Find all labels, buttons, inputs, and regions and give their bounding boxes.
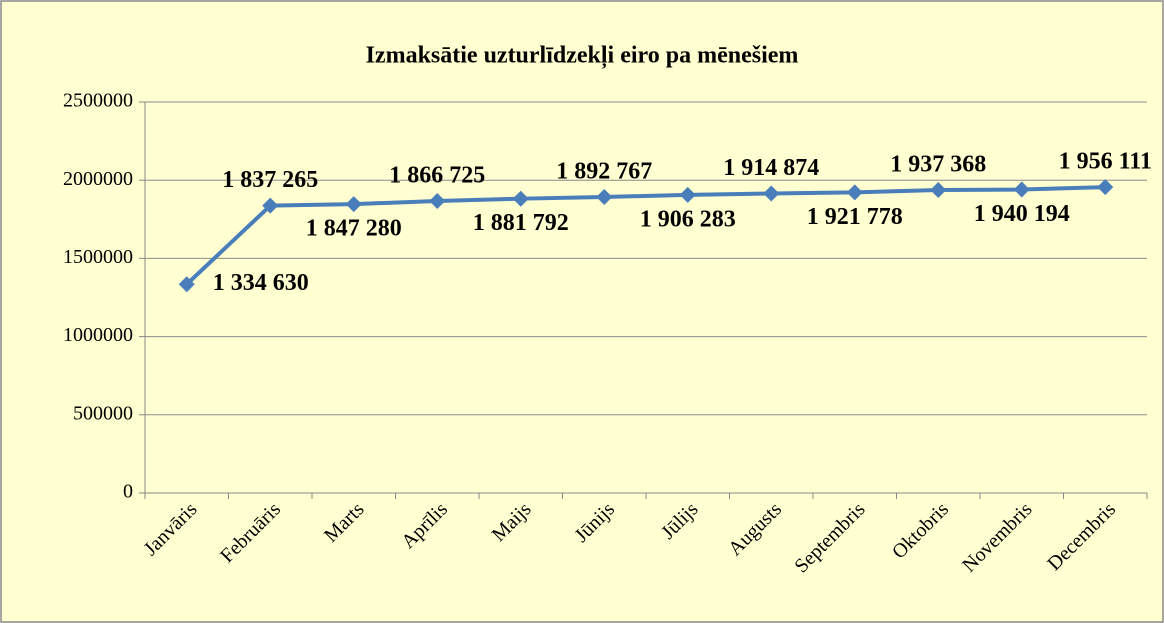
data-label: 1 847 280 — [306, 216, 402, 242]
y-tick-label: 1000000 — [63, 324, 133, 346]
marker — [596, 188, 613, 205]
marker — [679, 186, 696, 203]
marker — [1013, 181, 1030, 198]
marker — [1097, 179, 1114, 196]
data-label: 1 921 778 — [807, 204, 903, 230]
marker — [846, 184, 863, 201]
data-label: 1 334 630 — [213, 270, 309, 296]
marker — [262, 197, 279, 214]
marker — [178, 276, 195, 293]
data-label: 1 937 368 — [890, 151, 986, 177]
data-label: 1 837 265 — [222, 167, 318, 193]
data-label: 1 892 767 — [556, 158, 652, 184]
marker — [345, 196, 362, 213]
y-tick-label: 2000000 — [63, 168, 133, 190]
y-tick-label: 0 — [123, 481, 133, 503]
data-label: 1 914 874 — [723, 155, 819, 181]
marker — [930, 181, 947, 198]
chart-title: Izmaksātie uzturlīdzekļi eiro pa mēnešie… — [366, 43, 799, 70]
y-tick-label: 2500000 — [63, 90, 133, 112]
marker — [763, 185, 780, 202]
marker — [429, 193, 446, 210]
data-label: 1 956 111 — [1059, 149, 1152, 175]
data-label: 1 881 792 — [473, 210, 569, 236]
data-label: 1 940 194 — [974, 201, 1070, 227]
y-tick-label: 500000 — [73, 402, 133, 424]
marker — [512, 190, 529, 207]
data-label: 1 866 725 — [389, 163, 485, 189]
data-label: 1 906 283 — [640, 206, 736, 232]
series-line — [185, 185, 1106, 286]
y-tick-label: 1500000 — [63, 246, 133, 268]
